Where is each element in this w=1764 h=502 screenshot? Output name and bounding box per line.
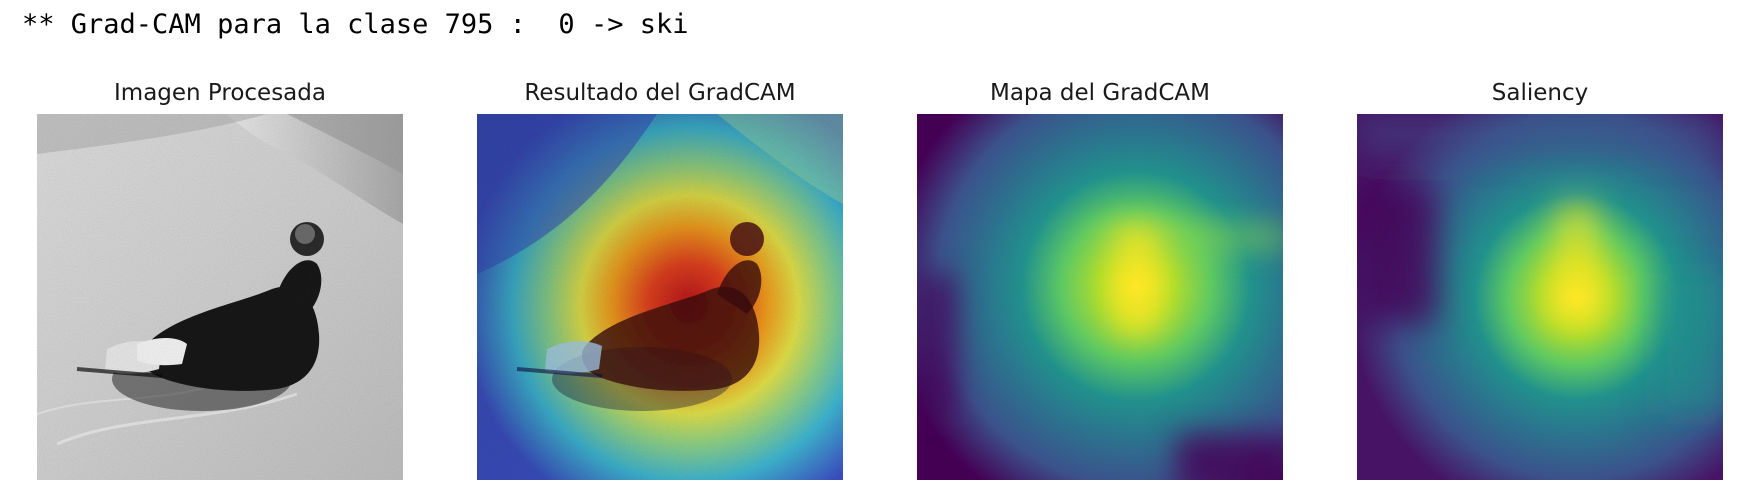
panel-title: Mapa del GradCAM — [989, 80, 1210, 106]
gradcam-overlay-image — [477, 114, 843, 480]
saliency-map-image — [1357, 114, 1723, 480]
panel-title: Saliency — [1491, 80, 1589, 106]
gradcam-map-image — [917, 114, 1283, 480]
output-log-line: ** Grad-CAM para la clase 795 : 0 -> ski — [22, 9, 689, 40]
processed-image — [37, 114, 403, 480]
panel-title: Resultado del GradCAM — [524, 80, 796, 106]
panel-title: Imagen Procesada — [114, 80, 326, 106]
